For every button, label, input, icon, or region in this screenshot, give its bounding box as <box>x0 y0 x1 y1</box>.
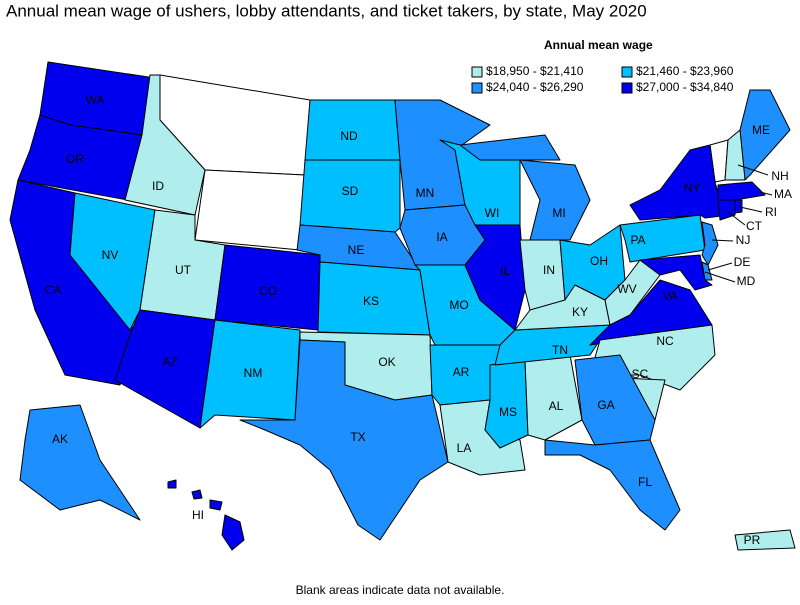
state <box>701 221 719 266</box>
state-label: TN <box>552 343 568 357</box>
legend-title: Annual mean wage <box>544 38 653 52</box>
state-label: ID <box>152 179 164 193</box>
state-no-data <box>194 169 306 251</box>
state-label: AR <box>453 365 470 379</box>
state-label: IL <box>500 264 510 278</box>
state <box>639 254 713 291</box>
leader-line <box>711 239 734 242</box>
state-label: NE <box>348 243 365 257</box>
state-label: GA <box>597 398 614 412</box>
state-label: MI <box>552 206 565 220</box>
state-label: PR <box>744 533 761 547</box>
state-label: AZ <box>162 355 177 369</box>
state <box>717 181 766 201</box>
state <box>724 129 746 181</box>
state-label: AL <box>549 399 564 413</box>
leader-line <box>704 271 736 283</box>
state-label: WI <box>485 206 500 220</box>
state-label: IA <box>436 230 447 244</box>
state-label: WA <box>86 93 105 107</box>
state <box>734 199 743 214</box>
state <box>519 239 566 311</box>
state-label: OK <box>378 355 395 369</box>
leader-line <box>737 164 769 176</box>
state-label: NV <box>102 248 119 262</box>
state-label: DE <box>734 255 751 269</box>
state <box>619 214 706 263</box>
state-label: SC <box>632 367 649 381</box>
state <box>239 339 449 541</box>
state-label: RI <box>765 205 777 219</box>
leader-line <box>739 206 763 213</box>
state <box>69 192 156 331</box>
state <box>114 309 216 429</box>
state-label: NC <box>656 334 674 348</box>
leader-line <box>707 262 733 271</box>
state-label: MN <box>416 186 435 200</box>
state <box>19 404 141 521</box>
state <box>484 359 529 449</box>
state <box>544 439 681 531</box>
legend-swatch <box>621 82 633 94</box>
state-label: MA <box>774 187 792 201</box>
state <box>524 354 583 441</box>
state-label: NY <box>684 181 701 195</box>
note: Blank areas indicate data not available. <box>296 583 505 597</box>
state-label: OR <box>66 152 84 166</box>
legend-label: $27,000 - $34,840 <box>636 80 734 94</box>
state-label: NM <box>244 366 263 380</box>
state-label: MD <box>737 274 756 288</box>
title: Annual mean wage of ushers, lobby attend… <box>6 1 647 20</box>
legend-label: $24,040 - $26,290 <box>486 80 584 94</box>
state-label: CT <box>746 219 763 233</box>
state-label: ND <box>340 129 358 143</box>
state-label: VA <box>662 289 677 303</box>
state-label: MS <box>499 405 517 419</box>
state-label: CA <box>45 283 62 297</box>
state-label: FL <box>638 475 652 489</box>
state <box>199 319 301 429</box>
state-label: TX <box>350 430 365 444</box>
state-label: OH <box>590 254 608 268</box>
legend-swatch <box>471 66 483 78</box>
state <box>459 134 591 241</box>
state <box>299 159 401 233</box>
state-label: KY <box>572 305 588 319</box>
state-label: MO <box>449 298 468 312</box>
state-label: HI <box>192 508 204 522</box>
state <box>464 224 526 331</box>
state-label: LA <box>457 441 472 455</box>
state-label: IN <box>543 263 555 277</box>
legend-swatch <box>471 82 483 94</box>
leader-line <box>759 191 773 196</box>
state-label: NH <box>771 169 788 183</box>
state-label: NJ <box>736 233 751 247</box>
state-label: AK <box>52 432 68 446</box>
state-label: SD <box>342 184 359 198</box>
legend-label: $18,950 - $21,410 <box>486 64 584 78</box>
legend-swatch <box>621 66 633 78</box>
state <box>124 74 206 216</box>
state-label: ME <box>752 123 770 137</box>
state <box>734 529 796 551</box>
state-label: WV <box>617 282 636 296</box>
leader-line <box>727 211 746 226</box>
legend-label: $21,460 - $23,960 <box>636 64 734 78</box>
state <box>167 479 245 551</box>
state-label: CO <box>259 284 277 298</box>
state <box>717 199 736 221</box>
state-label: UT <box>175 263 192 277</box>
state-label: PA <box>630 233 645 247</box>
state-label: KS <box>363 294 379 308</box>
